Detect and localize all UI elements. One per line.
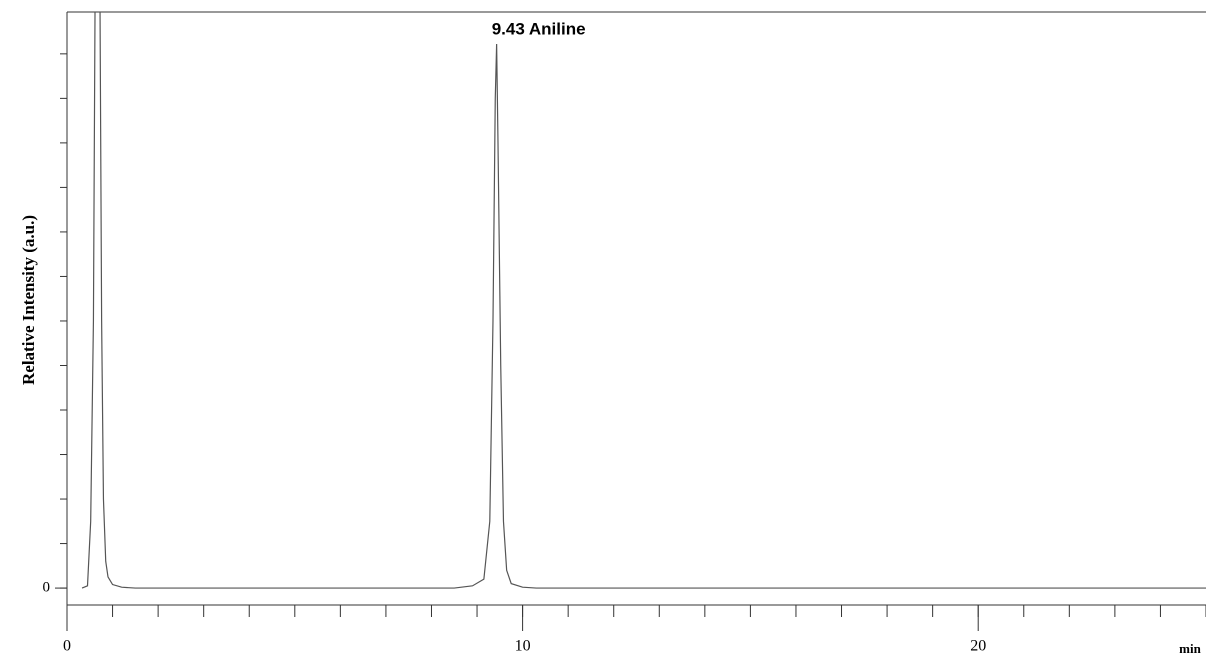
x-tick-label: 10 xyxy=(515,638,531,655)
peak-annotation: 9.43 Aniline xyxy=(492,20,586,39)
x-tick-label: 0 xyxy=(63,638,71,655)
y-axis-title: Relative Intensity (a.u.) xyxy=(19,215,38,385)
y-tick-label: 0 xyxy=(43,580,51,596)
x-tick-label: 20 xyxy=(970,638,986,655)
trace xyxy=(81,12,1206,589)
x-unit-label: min xyxy=(1179,641,1201,656)
